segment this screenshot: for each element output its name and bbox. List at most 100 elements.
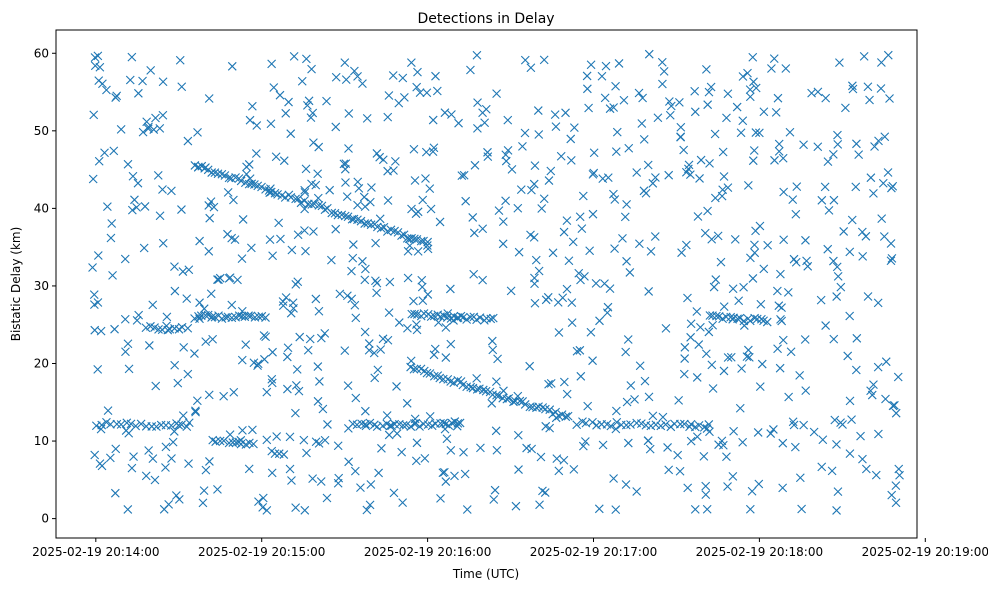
x-tick-label: 2025-02-19 20:19:00 (862, 545, 988, 559)
data-point (770, 155, 779, 165)
data-point (258, 502, 268, 512)
data-point (572, 346, 582, 356)
data-point (262, 387, 272, 397)
data-point (205, 457, 214, 466)
data-point (353, 177, 363, 187)
data-point (550, 110, 560, 119)
data-point (453, 419, 463, 428)
data-point (478, 224, 488, 234)
data-point (267, 468, 277, 478)
data-point (480, 118, 490, 128)
data-point (501, 156, 511, 166)
data-point (774, 146, 784, 156)
data-point (659, 67, 669, 76)
data-point (148, 454, 158, 464)
data-point (447, 110, 456, 119)
data-point (267, 374, 277, 384)
data-point (417, 275, 427, 285)
data-point (410, 176, 420, 185)
data-point (622, 397, 632, 407)
data-point (224, 273, 234, 283)
data-point (244, 464, 254, 474)
data-point (106, 419, 115, 429)
data-point (754, 479, 764, 489)
data-point (656, 421, 666, 431)
data-point (183, 323, 193, 333)
data-point (833, 130, 842, 140)
data-point (696, 155, 706, 165)
data-point (674, 395, 684, 405)
data-point (227, 300, 237, 310)
data-point (845, 247, 855, 257)
data-point (453, 313, 463, 322)
data-point (289, 304, 298, 313)
data-point (491, 377, 501, 387)
data-point (461, 196, 471, 206)
data-point (359, 192, 369, 202)
data-point (213, 275, 222, 284)
x-tick-label: 2025-02-19 20:17:00 (530, 545, 657, 559)
data-point (838, 420, 847, 429)
data-point (389, 488, 399, 498)
data-point (632, 168, 642, 177)
data-point (779, 187, 789, 197)
data-point (759, 107, 769, 117)
data-point (680, 354, 690, 363)
data-point (423, 244, 433, 254)
data-point (624, 143, 634, 153)
data-point (788, 417, 798, 427)
data-point (376, 223, 386, 233)
data-point (446, 377, 456, 386)
data-point (383, 335, 393, 345)
data-point (313, 169, 323, 179)
data-point (409, 364, 419, 374)
data-point (394, 318, 404, 327)
data-point (577, 224, 587, 234)
data-point (153, 170, 163, 180)
data-point (162, 312, 172, 322)
data-point (95, 62, 105, 72)
data-point (863, 82, 873, 92)
data-point (476, 443, 485, 453)
x-axis-label: Time (UTC) (452, 567, 519, 581)
data-point (513, 430, 523, 440)
data-point (591, 278, 601, 288)
data-point (848, 84, 858, 94)
data-point (426, 312, 436, 322)
data-point (710, 193, 720, 203)
data-point (184, 459, 193, 468)
data-point (566, 134, 576, 144)
data-point (173, 378, 183, 388)
data-point (422, 368, 432, 378)
data-point (548, 248, 558, 258)
data-point (215, 436, 225, 446)
data-point (449, 316, 458, 325)
y-axis-label: Bistatic Delay (km) (9, 227, 23, 342)
data-point (748, 274, 758, 283)
data-point (127, 463, 137, 473)
data-point (839, 227, 849, 236)
data-point (750, 248, 760, 258)
data-point (306, 113, 316, 122)
data-point (412, 438, 422, 448)
data-point (366, 220, 376, 230)
data-point (679, 369, 689, 379)
x-tick-label: 2025-02-19 20:14:00 (32, 545, 159, 559)
data-point (268, 347, 277, 357)
data-point (138, 76, 147, 86)
data-point (650, 232, 660, 241)
data-point (492, 390, 501, 400)
data-point (789, 420, 799, 430)
data-point (493, 354, 502, 364)
data-point (580, 437, 590, 446)
data-point (777, 316, 787, 326)
data-point (425, 184, 435, 194)
data-point (835, 58, 844, 67)
data-point (711, 275, 721, 284)
data-point (745, 85, 755, 95)
data-point (90, 450, 100, 460)
data-point (527, 444, 537, 454)
data-point (404, 234, 414, 244)
data-point (680, 342, 690, 352)
data-point (833, 272, 843, 281)
